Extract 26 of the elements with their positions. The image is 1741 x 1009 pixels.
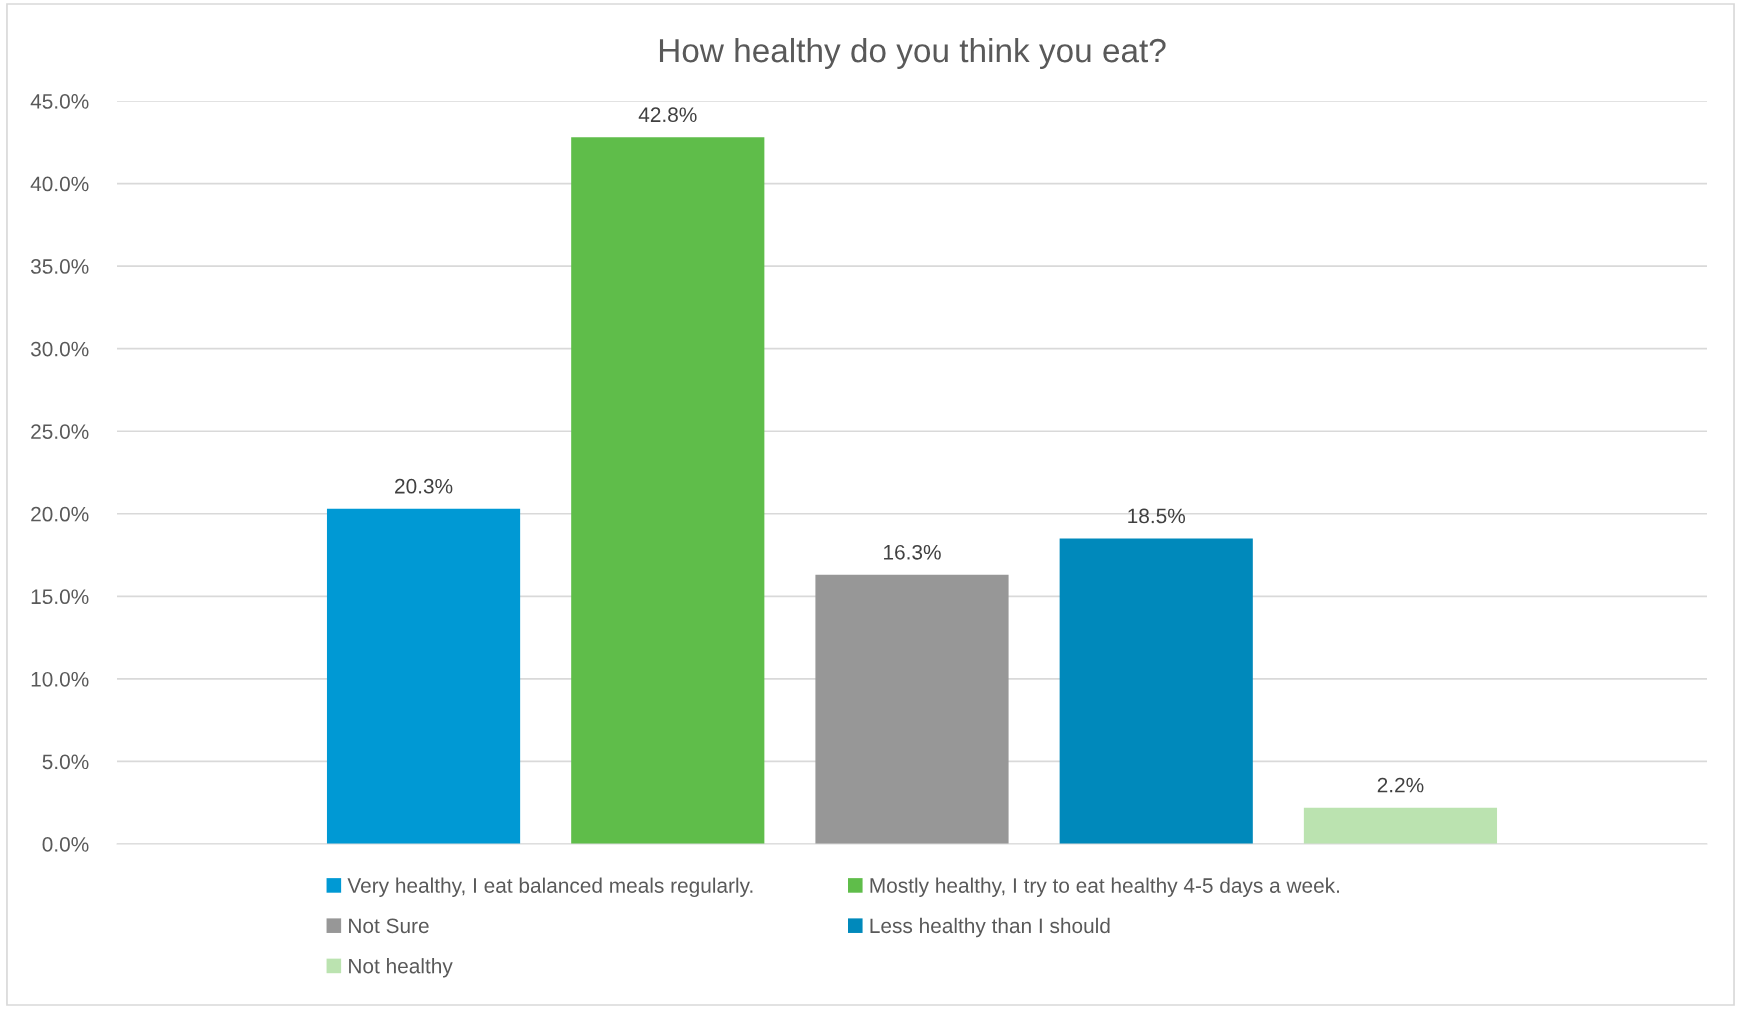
y-tick-label: 20.0% bbox=[31, 506, 89, 522]
data-label: 42.8% bbox=[638, 107, 697, 123]
y-tick-label: 25.0% bbox=[31, 424, 89, 439]
legend-label: Less healthy than I should bbox=[870, 917, 1110, 938]
bar bbox=[326, 508, 521, 844]
y-tick-label: 0.0% bbox=[42, 837, 89, 852]
y-tick-label: 10.0% bbox=[31, 671, 89, 687]
y-tick-label: 40.0% bbox=[30, 176, 89, 192]
data-label: 16.3% bbox=[884, 544, 941, 560]
legend-label: Not Sure bbox=[349, 918, 429, 934]
bar bbox=[1303, 807, 1498, 844]
y-tick-label: 5.0% bbox=[42, 754, 89, 770]
bar bbox=[571, 137, 765, 844]
y-tick-label: 45.0% bbox=[30, 94, 89, 109]
data-label: 18.5% bbox=[1128, 508, 1186, 524]
data-label: 20.3% bbox=[395, 478, 453, 494]
y-tick-label: 35.0% bbox=[30, 259, 89, 274]
data-label: 2.2% bbox=[1377, 777, 1424, 793]
y-tick-label: 15.0% bbox=[31, 589, 89, 605]
y-tick-label: 30.0% bbox=[30, 341, 89, 357]
legend-label: Mostly healthy, I try to eat healthy 4-5 days a week. bbox=[870, 877, 1339, 898]
legend-label: Very healthy, I eat balanced meals regularly. bbox=[347, 877, 753, 898]
bar bbox=[1059, 538, 1253, 844]
bar bbox=[815, 574, 1009, 844]
chart-title: How healthy do you think you eat? bbox=[659, 37, 1166, 70]
legend-label: Not healthy bbox=[349, 958, 453, 978]
